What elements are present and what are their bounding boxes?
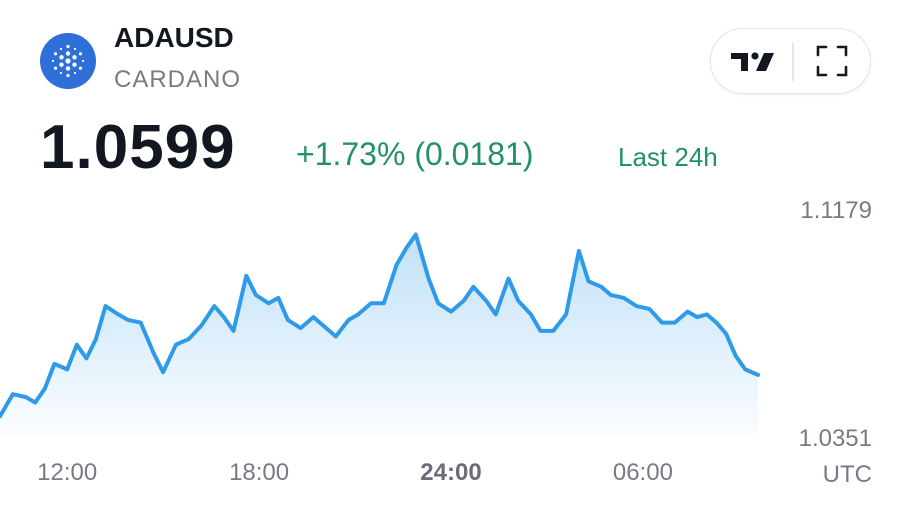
toolbar-divider <box>792 43 794 81</box>
symbol-ticker: ADAUSD <box>114 22 234 53</box>
current-price: 1.0599 <box>40 113 236 182</box>
chart-toolbar <box>710 28 871 94</box>
y-tick-label: 1.1179 <box>800 197 872 224</box>
cardano-logo-icon <box>40 33 96 89</box>
price-area-fill <box>0 234 758 438</box>
x-tick-label: 12:00 <box>37 459 97 486</box>
x-tick-label: 06:00 <box>613 459 673 486</box>
change-period: Last 24h <box>618 142 718 172</box>
asset-name: CARDANO <box>114 66 242 93</box>
fullscreen-icon[interactable] <box>815 44 849 78</box>
timezone-label: UTC <box>823 461 872 488</box>
price-change: +1.73% (0.0181) <box>296 136 534 172</box>
price-line <box>0 232 760 419</box>
y-tick-label: 1.0351 <box>799 425 872 452</box>
x-tick-label: 18:00 <box>229 459 289 486</box>
tradingview-logo-icon[interactable] <box>729 44 779 78</box>
x-tick-label: 24:00 <box>420 459 481 486</box>
